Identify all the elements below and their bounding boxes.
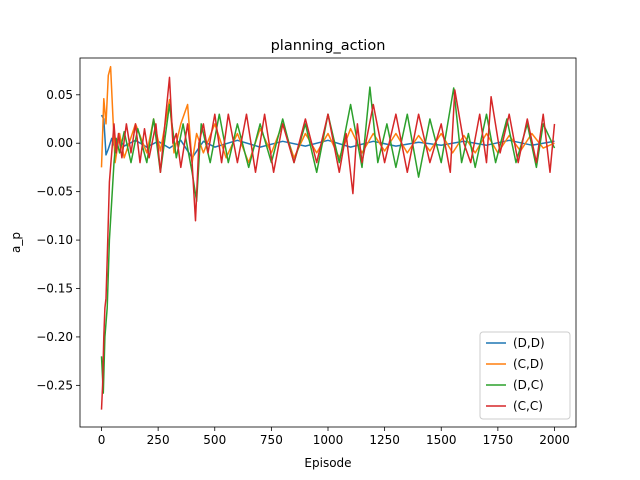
y-axis-label: a_p <box>9 232 23 253</box>
x-axis-label: Episode <box>304 456 351 470</box>
legend-label: (D,D) <box>513 336 545 350</box>
x-tick-label: 1000 <box>313 433 344 447</box>
x-tick-label: 0 <box>98 433 106 447</box>
legend-box <box>479 331 571 420</box>
x-tick-label: 1250 <box>369 433 400 447</box>
chart-title: planning_action <box>271 38 386 54</box>
x-tick-label: 750 <box>260 433 283 447</box>
y-axis: −0.25 −0.20 −0.15 −0.10 −0.05 0.00 0.05 <box>36 88 80 392</box>
y-tick-label: −0.25 <box>36 378 73 392</box>
y-tick-label: −0.05 <box>36 185 73 199</box>
y-tick-label: 0.05 <box>46 88 73 102</box>
x-tick-label: 250 <box>147 433 170 447</box>
x-tick-label: 2000 <box>539 433 570 447</box>
x-tick-label: 500 <box>203 433 226 447</box>
x-tick-label: 1500 <box>426 433 457 447</box>
legend-label: (C,D) <box>513 357 544 371</box>
y-tick-label: 0.00 <box>46 136 73 150</box>
series-layer <box>100 65 556 410</box>
y-tick-label: −0.15 <box>36 282 73 296</box>
legend-label: (D,C) <box>513 378 544 392</box>
y-tick-label: −0.20 <box>36 330 73 344</box>
legend: (D,D) (C,D) (D,C) (C,C) <box>479 331 571 420</box>
x-axis: 0 250 500 750 1000 1250 1500 1750 2000 <box>98 427 570 447</box>
legend-label: (C,C) <box>513 399 543 413</box>
series-line-4 <box>100 76 556 410</box>
y-tick-label: −0.10 <box>36 233 73 247</box>
x-tick-label: 1750 <box>483 433 514 447</box>
